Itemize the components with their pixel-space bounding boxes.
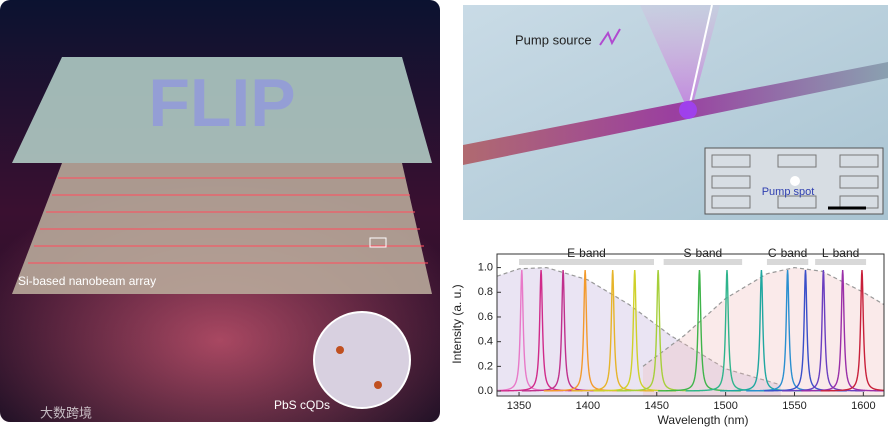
- y-tick-label: 0.4: [478, 336, 493, 348]
- band-label: L-band: [822, 246, 859, 260]
- x-axis-label: Wavelength (nm): [658, 413, 749, 427]
- pump-beam: [687, 4, 713, 113]
- y-tick-label: 0.8: [478, 286, 493, 298]
- x-tick-label: 1400: [576, 400, 600, 412]
- qd-dot: [336, 346, 344, 354]
- glass-text: FLIP: [148, 65, 295, 141]
- pump-cone: [640, 5, 720, 115]
- watermark: 大数跨境: [40, 405, 92, 420]
- zoom-box: [369, 237, 387, 248]
- plot-area: [497, 266, 884, 396]
- y-tick-label: 0.0: [478, 385, 493, 397]
- inset-cavities: [711, 154, 879, 209]
- band-bar: [519, 259, 655, 265]
- spectral-peak: [801, 270, 884, 392]
- top-right-panel: Pump source Pump spot: [463, 4, 888, 220]
- qd-dot: [374, 381, 382, 389]
- envelope-line: [642, 266, 884, 367]
- spectral-peak: [782, 270, 865, 392]
- pump-label: Pump source: [515, 32, 592, 47]
- spectrum-chart: Wavelength (nm) Intensity (a. u.) E-band…: [450, 246, 885, 427]
- x-tick-label: 1600: [851, 400, 875, 412]
- band-label: S-band: [684, 246, 723, 260]
- pump-squiggle: [599, 28, 621, 46]
- x-tick-label: 1450: [645, 400, 669, 412]
- band-bar: [663, 259, 743, 265]
- dots-label: PbS cQDs: [274, 398, 330, 412]
- y-tick-label: 0.6: [478, 311, 493, 323]
- inset-spot: [790, 176, 800, 186]
- y-tick-label: 0.2: [478, 360, 493, 372]
- band-bar: [766, 259, 809, 265]
- spot-label: Pump spot: [762, 186, 815, 198]
- y-axis-label: Intensity (a. u.): [450, 284, 464, 363]
- band-label: E-band: [567, 246, 606, 260]
- spectral-peak: [499, 270, 583, 392]
- envelope-fill: [497, 267, 781, 396]
- band-bar: [815, 259, 867, 265]
- glass-plate: [12, 57, 432, 163]
- y-tick-label: 1.0: [478, 261, 493, 273]
- pump-glow: [679, 101, 697, 119]
- x-tick-label: 1350: [507, 400, 531, 412]
- nanobeam-lines: [28, 177, 428, 264]
- band-label: C-band: [768, 246, 807, 260]
- x-tick-label: 1500: [713, 400, 737, 412]
- nanobeam: [463, 62, 888, 165]
- envelope-line: [497, 266, 781, 386]
- left-panel: FLIP Si-based nanobeam array PbS cQDs 大数…: [0, 0, 440, 422]
- qd-zoom: [313, 311, 411, 409]
- spectral-peak: [820, 270, 884, 392]
- x-tick-label: 1550: [782, 400, 806, 412]
- plot-frame: [496, 253, 885, 397]
- array-label: Si-based nanobeam array: [18, 274, 156, 288]
